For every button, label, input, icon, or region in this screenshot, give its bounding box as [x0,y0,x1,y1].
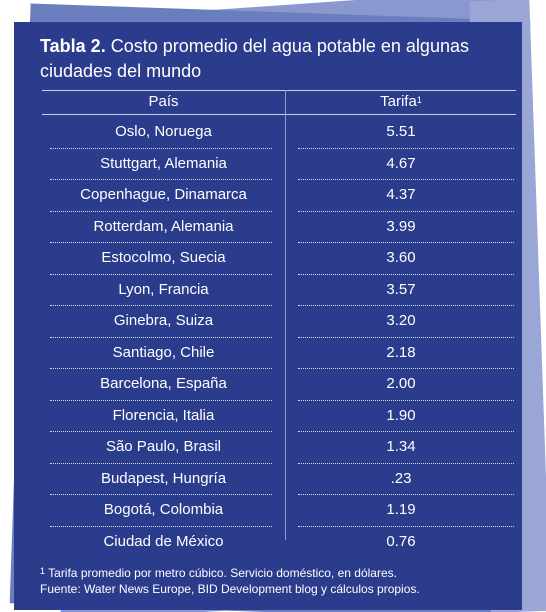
column-header: Tarifa1 [286,90,516,114]
row-separator [50,525,272,527]
title-label: Tabla 2. [40,36,106,56]
row-separator [298,462,514,464]
city-cell: Rotterdam, Alemania [93,217,234,235]
row-separator [298,273,514,275]
row-separator [298,179,514,180]
rate-cell: 5.51 [386,123,416,140]
row-separator [298,431,514,432]
row-separator [50,210,272,212]
header-rule [42,114,516,115]
row-separator [298,305,514,306]
row-separator [298,210,514,212]
rate-cell: 2.00 [386,375,416,392]
row-separator [298,336,514,338]
footnote-text: Tarifa promedio por metro cúbico. Servic… [48,566,397,580]
footnote-marker: 1 [40,566,46,576]
row-separator [50,336,272,338]
row-separator [50,242,272,243]
rate-cell: 1.90 [386,406,416,424]
row-separator [298,147,514,149]
city-cell: Budapest, Hungría [100,469,227,487]
row-separator [50,399,272,401]
rate-cell: 4.67 [386,154,416,172]
rate-cell: 3.99 [386,217,416,235]
rate-cell: 1.19 [386,501,416,518]
row-separator [298,525,514,527]
rate-cell: 3.60 [386,249,416,266]
rate-cell: .23 [390,469,412,487]
source-note: Fuente: Water News Europe, BID Developme… [40,582,420,596]
city-cell: Estocolmo, Suecia [101,249,226,266]
city-cell: Ginebra, Suiza [113,312,214,329]
row-separator [50,305,272,306]
row-separator [298,242,514,243]
row-separator [298,399,514,401]
row-separator [50,273,272,275]
city-cell: Florencia, Italia [112,406,215,424]
city-cell: Bogotá, Colombia [103,501,224,518]
city-cell: Barcelona, España [100,375,227,392]
city-cell: São Paulo, Brasil [105,438,222,455]
rate-cell: 4.37 [386,186,416,203]
city-cell: Lyon, Francia [118,280,209,298]
rate-cell: 3.20 [386,312,416,329]
row-separator [50,462,272,464]
rate-cell: 2.18 [386,343,416,361]
row-separator [298,368,514,369]
row-separator [50,431,272,432]
row-separator [50,179,272,180]
rate-cell: 3.57 [386,280,416,298]
footnote-marker: 1 [416,95,422,105]
title-text: Costo promedio del agua potable en algun… [40,36,469,81]
city-cell: Stuttgart, Alemania [100,154,227,172]
city-cell: Copenhague, Dinamarca [80,186,247,203]
column-divider [285,90,286,540]
column-header: Tarifa [380,93,417,110]
city-cell: Ciudad de México [103,532,224,550]
table-panel [14,22,522,610]
rate-cell: 1.34 [386,438,416,455]
row-separator [50,147,272,149]
title: Tabla 2. Costo promedio del agua potable… [40,34,510,84]
city-cell: Oslo, Noruega [115,123,212,140]
footnote: 1 Tarifa promedio por metro cúbico. Serv… [40,566,397,581]
city-cell: Santiago, Chile [112,343,215,361]
row-separator [298,494,514,495]
header-rule [42,90,516,91]
row-separator [50,368,272,369]
row-separator [50,494,272,495]
rate-cell: 0.76 [386,532,416,550]
column-header: País [148,93,179,110]
